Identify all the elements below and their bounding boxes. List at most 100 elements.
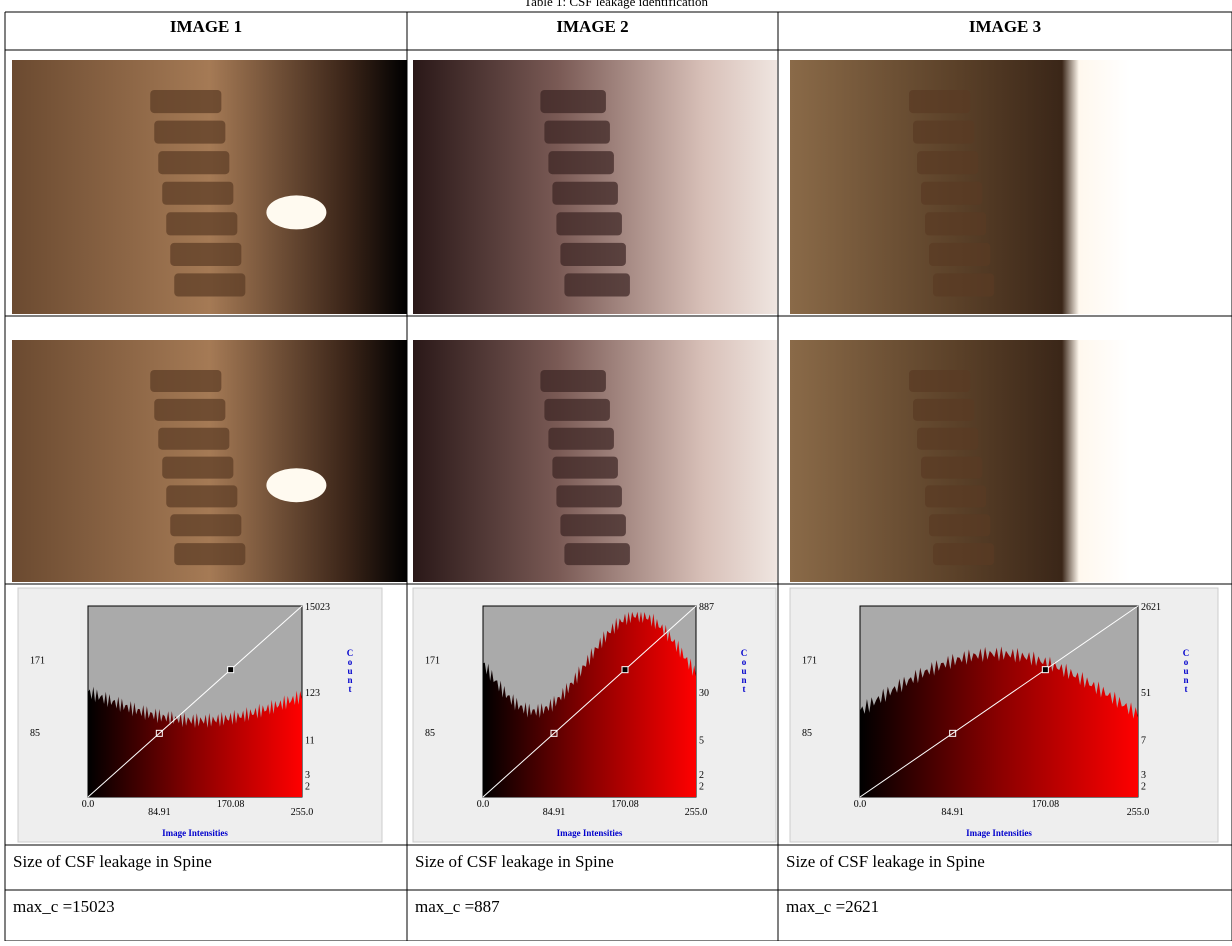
vertebra xyxy=(174,543,246,566)
vertebra xyxy=(544,398,610,421)
y-axis-letter: n xyxy=(347,675,352,685)
vertebra xyxy=(544,120,610,144)
y-axis-letter: o xyxy=(1184,657,1189,667)
y-tick-label: 85 xyxy=(30,728,40,739)
control-point xyxy=(949,729,957,737)
y-tick-label: 85 xyxy=(425,728,435,739)
y-axis-letter: o xyxy=(348,657,353,667)
transfer-line xyxy=(859,605,1139,798)
column-header: IMAGE 3 xyxy=(969,17,1041,36)
vertebra xyxy=(540,90,606,114)
vertebra xyxy=(548,427,614,450)
x-axis-label: Image Intensities xyxy=(162,828,228,838)
vertebra xyxy=(556,212,622,236)
y-tick-label: 171 xyxy=(425,655,440,666)
count-tick-label: 51 xyxy=(1141,688,1151,699)
vertebra xyxy=(174,273,246,297)
x-tick-label: 0.0 xyxy=(477,799,490,810)
count-tick-label: 887 xyxy=(699,602,714,613)
y-axis-letter: t xyxy=(349,684,352,694)
vertebra xyxy=(166,485,238,508)
row-label: Size of CSF leakage in Spine xyxy=(786,852,985,871)
vertebra xyxy=(933,543,995,566)
y-tick-label: 85 xyxy=(802,728,812,739)
vertebra xyxy=(170,242,242,266)
vertebra xyxy=(556,485,622,508)
vertebra xyxy=(917,427,979,450)
control-point xyxy=(155,729,163,737)
vertebra xyxy=(552,181,618,205)
vertebra xyxy=(158,151,230,175)
x-tick-label: 0.0 xyxy=(82,799,95,810)
vertebra xyxy=(925,212,987,236)
count-tick-label: 123 xyxy=(305,688,320,699)
csf-leak xyxy=(266,468,327,503)
count-tick-label: 2 xyxy=(699,782,704,793)
histogram-fill xyxy=(483,611,696,797)
vertebra xyxy=(162,181,234,205)
transfer-line xyxy=(87,605,303,798)
y-axis-letter: t xyxy=(1185,684,1188,694)
x-tick-label: 170.08 xyxy=(611,799,639,810)
column-header: IMAGE 1 xyxy=(170,17,242,36)
y-axis-letter: u xyxy=(347,666,352,676)
vertebra xyxy=(560,514,626,537)
row-label: Size of CSF leakage in Spine xyxy=(13,852,212,871)
transfer-line xyxy=(482,605,697,798)
vertebra xyxy=(154,398,226,421)
count-tick-label: 2 xyxy=(1141,782,1146,793)
y-axis-letter: o xyxy=(742,657,747,667)
histogram-fill xyxy=(860,646,1138,797)
y-axis-letter: u xyxy=(741,666,746,676)
vertebra xyxy=(150,90,222,114)
vertebra xyxy=(909,90,971,114)
y-axis-letter: C xyxy=(741,648,748,658)
vertebra xyxy=(162,456,234,479)
vertebra xyxy=(921,456,983,479)
vertebra xyxy=(170,514,242,537)
histogram-fill xyxy=(88,686,302,797)
count-tick-label: 2 xyxy=(699,770,704,781)
count-tick-label: 2 xyxy=(305,782,310,793)
x-tick-label: 0.0 xyxy=(854,799,867,810)
y-axis-letter: C xyxy=(1183,648,1190,658)
vertebra xyxy=(909,370,971,392)
vertebra xyxy=(925,485,987,508)
vertebra xyxy=(540,370,606,392)
vertebra xyxy=(560,242,626,266)
max-count: max_c =887 xyxy=(415,897,500,916)
vertebra xyxy=(913,398,975,421)
row-label: Size of CSF leakage in Spine xyxy=(415,852,614,871)
vertebra xyxy=(552,456,618,479)
vertebra xyxy=(933,273,995,297)
x-tick-label: 255.0 xyxy=(291,807,314,818)
x-axis-label: Image Intensities xyxy=(966,828,1032,838)
max-count: max_c =15023 xyxy=(13,897,115,916)
csf-leak xyxy=(266,195,327,230)
max-count: max_c =2621 xyxy=(786,897,879,916)
vertebra xyxy=(929,514,991,537)
vertebra xyxy=(913,120,975,144)
x-tick-label: 255.0 xyxy=(685,807,708,818)
control-point xyxy=(1041,666,1049,674)
count-tick-label: 15023 xyxy=(305,602,330,613)
y-tick-label: 171 xyxy=(30,655,45,666)
vertebra xyxy=(548,151,614,175)
x-tick-label: 84.91 xyxy=(941,807,964,818)
count-tick-label: 30 xyxy=(699,688,709,699)
vertebra xyxy=(166,212,238,236)
x-axis-label: Image Intensities xyxy=(557,828,623,838)
vertebra xyxy=(564,273,630,297)
caption: Table 1: CSF leakage identification xyxy=(524,0,708,9)
vertebra xyxy=(921,181,983,205)
y-axis-letter: n xyxy=(741,675,746,685)
control-point xyxy=(550,729,558,737)
count-tick-label: 3 xyxy=(305,770,310,781)
y-tick-label: 171 xyxy=(802,655,817,666)
x-tick-label: 170.08 xyxy=(217,799,245,810)
x-tick-label: 84.91 xyxy=(148,807,171,818)
vertebra xyxy=(154,120,226,144)
